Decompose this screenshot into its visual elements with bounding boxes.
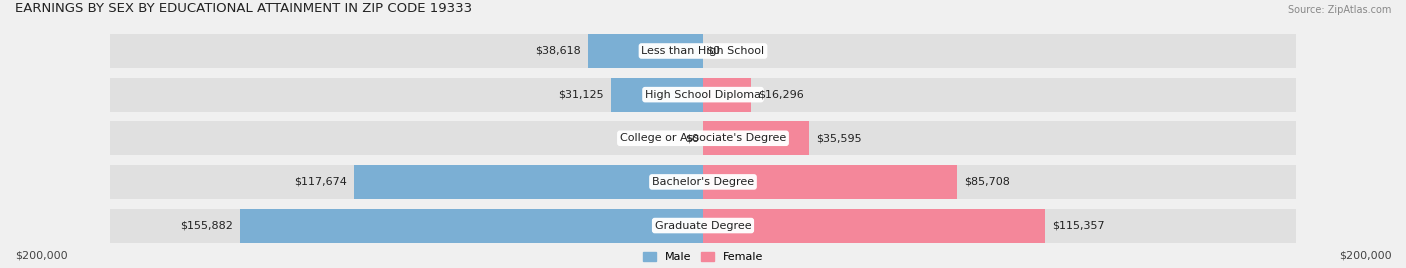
- Bar: [703, 121, 1296, 155]
- Text: High School Diploma: High School Diploma: [645, 90, 761, 100]
- Text: $38,618: $38,618: [536, 46, 581, 56]
- Text: $16,296: $16,296: [758, 90, 804, 100]
- Text: Less than High School: Less than High School: [641, 46, 765, 56]
- Text: $117,674: $117,674: [294, 177, 347, 187]
- Bar: [703, 78, 751, 112]
- Bar: [589, 34, 703, 68]
- Text: College or Associate's Degree: College or Associate's Degree: [620, 133, 786, 143]
- Bar: [703, 78, 1296, 112]
- Text: $200,000: $200,000: [1339, 250, 1392, 260]
- Text: Source: ZipAtlas.com: Source: ZipAtlas.com: [1288, 5, 1392, 15]
- Text: $31,125: $31,125: [558, 90, 603, 100]
- Bar: [110, 209, 703, 243]
- Text: $200,000: $200,000: [14, 250, 67, 260]
- Bar: [703, 121, 808, 155]
- Bar: [354, 165, 703, 199]
- Bar: [110, 34, 703, 68]
- Bar: [703, 165, 957, 199]
- Text: $0: $0: [686, 133, 699, 143]
- Bar: [110, 165, 703, 199]
- Bar: [703, 209, 1045, 243]
- Text: $155,882: $155,882: [180, 221, 233, 230]
- Bar: [240, 209, 703, 243]
- Text: $115,357: $115,357: [1052, 221, 1105, 230]
- Text: Bachelor's Degree: Bachelor's Degree: [652, 177, 754, 187]
- Bar: [703, 165, 1296, 199]
- Bar: [110, 78, 703, 112]
- Text: EARNINGS BY SEX BY EDUCATIONAL ATTAINMENT IN ZIP CODE 19333: EARNINGS BY SEX BY EDUCATIONAL ATTAINMEN…: [14, 2, 472, 15]
- Bar: [703, 34, 1296, 68]
- Text: $35,595: $35,595: [815, 133, 862, 143]
- Text: $85,708: $85,708: [965, 177, 1011, 187]
- Bar: [110, 121, 703, 155]
- Text: Graduate Degree: Graduate Degree: [655, 221, 751, 230]
- Bar: [610, 78, 703, 112]
- Legend: Male, Female: Male, Female: [638, 247, 768, 266]
- Bar: [703, 209, 1296, 243]
- Text: $0: $0: [707, 46, 720, 56]
